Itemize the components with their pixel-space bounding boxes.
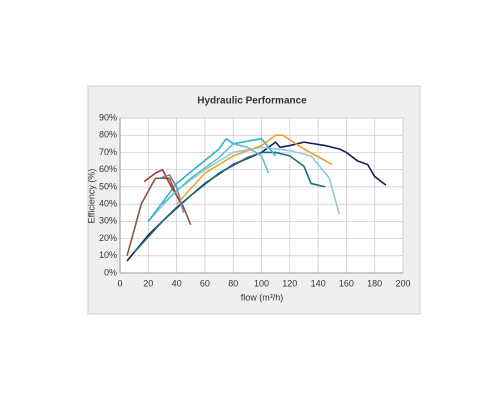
- x-tick-label: 0: [117, 278, 122, 288]
- x-tick-label: 100: [254, 278, 269, 288]
- x-axis-label: flow (m³/h): [241, 292, 284, 302]
- x-tick-label: 160: [339, 278, 354, 288]
- x-tick-label: 180: [367, 278, 382, 288]
- y-tick-label: 90%: [99, 112, 117, 122]
- y-tick-label: 30%: [99, 216, 117, 226]
- x-tick-label: 80: [228, 278, 238, 288]
- series-line: [126, 177, 192, 256]
- series-line: [147, 137, 277, 222]
- y-tick-label: 40%: [99, 198, 117, 208]
- y-tick-label: 60%: [99, 164, 117, 174]
- x-tick-label: 120: [282, 278, 297, 288]
- chart-title: Hydraulic Performance: [197, 96, 307, 107]
- x-tick-label: 200: [395, 278, 410, 288]
- series-line: [176, 134, 333, 205]
- y-tick-label: 70%: [99, 147, 117, 157]
- x-tick-label: 140: [311, 278, 326, 288]
- y-axis-label: Efficiency (%): [86, 169, 96, 224]
- series-line: [161, 143, 270, 205]
- x-tick-label: 40: [172, 278, 182, 288]
- series-line: [159, 174, 185, 213]
- y-tick-label: 0%: [104, 267, 117, 277]
- y-tick-label: 10%: [99, 250, 117, 260]
- y-tick-label: 50%: [99, 181, 117, 191]
- x-tick-label: 60: [200, 278, 210, 288]
- y-tick-label: 20%: [99, 233, 117, 243]
- y-tick-label: 80%: [99, 130, 117, 140]
- x-tick-label: 20: [143, 278, 153, 288]
